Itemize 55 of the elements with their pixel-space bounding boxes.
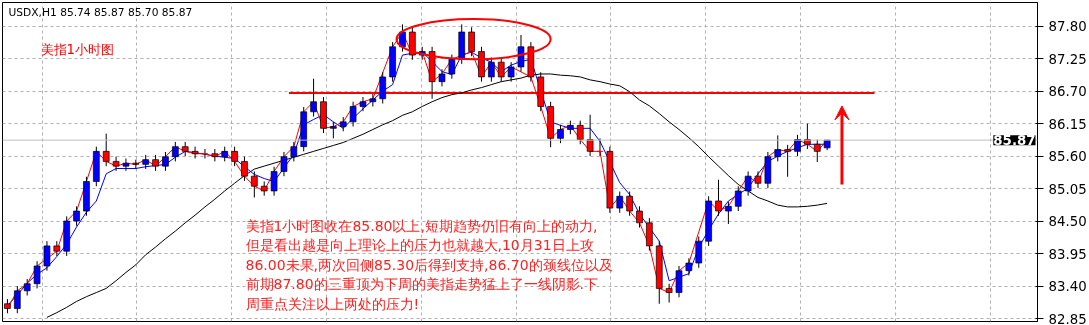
candlestick [310, 78, 317, 118]
candlestick [162, 151, 169, 172]
candlestick [725, 201, 732, 225]
candlestick [280, 151, 288, 177]
candlestick [685, 257, 693, 276]
candlestick [102, 133, 110, 167]
candlestick [241, 156, 248, 182]
candlestick [349, 101, 357, 128]
candlestick [43, 240, 51, 272]
candlestick [813, 139, 821, 163]
candlestick [734, 185, 742, 212]
candlestick [112, 156, 120, 172]
candlestick [774, 134, 782, 162]
y-tick-label: 87.80 [1048, 19, 1087, 35]
candlestick [191, 146, 199, 159]
candlestick [122, 157, 130, 172]
candlestick [586, 114, 594, 157]
candlestick [665, 283, 673, 304]
ref-line-label: 85.87 [993, 133, 1036, 149]
candlestick [270, 166, 278, 197]
candlestick [715, 179, 722, 217]
y-tick-label: 83.40 [1048, 279, 1087, 295]
candlestick [675, 265, 683, 298]
candlestick [172, 141, 179, 162]
candlestick [251, 170, 258, 198]
y-tick-label: 86.15 [1048, 116, 1087, 132]
candlestick [695, 235, 703, 269]
candlestick [359, 96, 367, 112]
candlestick [379, 71, 387, 105]
annotation: 美指1小时图 [40, 41, 114, 57]
candlestick [636, 205, 643, 229]
candlestick [646, 217, 653, 252]
y-tick-label: 85.60 [1048, 149, 1087, 165]
y-tick-label: 85.05 [1048, 181, 1087, 197]
candlestick [290, 141, 298, 162]
candlestick [784, 144, 791, 178]
candlestick [616, 191, 624, 214]
annotation: 美指1小时图收在85.80以上,短期趋势仍旧有向上的动力,但是看出越是向上理论上的压力也就越大,10月31日上攻86.00未果,两次回侧85.30后得到支持,86.70的颈线位以及前期87.80的三重顶为下周的美指走势猛上了一线阴影.下周重点关注以上两处的压力! [245, 217, 613, 312]
y-tick-label: 84.50 [1048, 214, 1087, 230]
candlestick [231, 146, 238, 167]
y-tick-label: 83.95 [1048, 246, 1087, 262]
candlestick [626, 191, 633, 217]
candlestick [744, 170, 752, 197]
y-tick-label: 82.85 [1048, 311, 1087, 325]
chart-title: USDX,H1 85.74 85.87 85.70 85.87 [8, 5, 193, 19]
y-tick-label: 87.25 [1048, 51, 1087, 67]
candlestick [73, 205, 80, 227]
candlestick [754, 170, 762, 189]
candlestick [33, 260, 41, 289]
candlestick [576, 120, 584, 145]
candlestick [488, 56, 495, 83]
y-tick-label: 86.70 [1048, 84, 1087, 100]
candlestick [794, 134, 801, 157]
candlestick [557, 124, 564, 144]
candlestick [438, 68, 446, 87]
